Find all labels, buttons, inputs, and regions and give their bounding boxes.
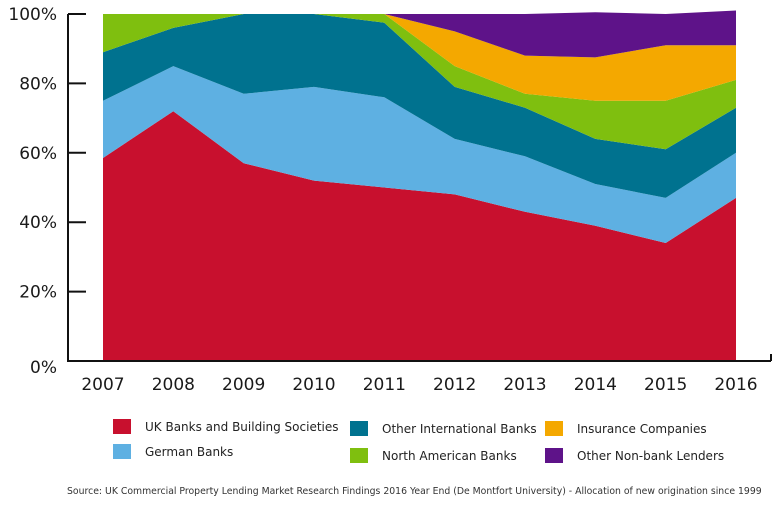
legend-item-other-non-bank-lenders: Other Non-bank Lenders <box>545 448 724 463</box>
x-tick-label: 2010 <box>292 375 335 395</box>
x-tick-label: 2008 <box>152 375 195 395</box>
area-uk-banks-and-building-societies <box>103 111 736 361</box>
y-tick-label: 100% <box>8 5 57 25</box>
y-ticks: 0% 20% 40% 60% 80% 100% <box>8 5 86 378</box>
x-ticks: 2007 2008 2009 2010 2011 2012 2013 2014 2015 2016 <box>81 375 757 395</box>
legend-label: Insurance Companies <box>577 421 707 436</box>
legend-label: North American Banks <box>382 448 517 463</box>
y-tick-label: 80% <box>19 74 57 94</box>
legend-swatch <box>113 419 131 434</box>
legend-swatch <box>350 421 368 436</box>
x-tick-label: 2014 <box>574 375 617 395</box>
legend-item-north-american-banks: North American Banks <box>350 448 517 463</box>
area-german-banks <box>103 66 736 243</box>
x-tick-label: 2012 <box>433 375 476 395</box>
legend-item-german-banks: German Banks <box>113 444 233 459</box>
legend-item-other-international-banks: Other International Banks <box>350 421 537 436</box>
legend-item-uk-banks: UK Banks and Building Societies <box>113 419 339 434</box>
x-tick-label: 2007 <box>81 375 124 395</box>
stacked-area-chart: 0%20%40%60%80%100% 2007 2008 2009 2010 2011 2… <box>8 5 772 395</box>
legend-swatch <box>113 444 131 459</box>
area-north-american-banks <box>103 14 736 150</box>
y-tick-label: 40% <box>19 213 57 233</box>
legend-label: Other International Banks <box>382 421 537 436</box>
legend-label: German Banks <box>145 444 234 459</box>
legend-label: UK Banks and Building Societies <box>145 419 339 434</box>
x-tick-label: 2009 <box>222 375 265 395</box>
source-note: Source: UK Commercial Property Lending M… <box>67 486 762 497</box>
y-tick-label: 60% <box>19 144 57 164</box>
y-tick-label: 20% <box>19 283 57 303</box>
legend-swatch <box>545 421 563 436</box>
area-series-group <box>103 10 736 361</box>
legend-item-insurance-companies: Insurance Companies <box>545 421 707 436</box>
area-other-non-bank-lenders <box>103 10 736 58</box>
legend-label: Other Non-bank Lenders <box>577 448 725 463</box>
x-tick-label: 2015 <box>644 375 687 395</box>
x-tick-label: 2013 <box>503 375 546 395</box>
x-tick-label: 2011 <box>363 375 406 395</box>
axes <box>67 14 772 362</box>
area-insurance-companies <box>103 14 736 101</box>
area-other-international-banks <box>103 14 736 198</box>
legend-swatch <box>545 448 563 463</box>
x-tick-label: 2016 <box>714 375 757 395</box>
y-tick-label: 0% <box>30 358 57 378</box>
legend: UK Banks and Building Societies German B… <box>113 419 724 463</box>
legend-swatch <box>350 448 368 463</box>
